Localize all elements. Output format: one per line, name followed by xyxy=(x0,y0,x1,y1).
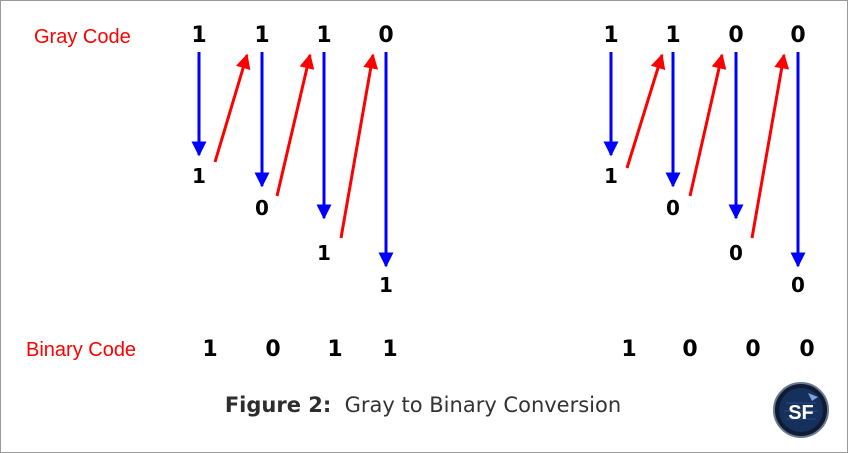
gray-bit: 1 xyxy=(254,23,269,48)
gray-bit: 1 xyxy=(316,23,331,48)
result-bit: 1 xyxy=(327,337,342,362)
result-bit: 0 xyxy=(799,337,814,362)
figure-caption: Figure 2: Gray to Binary Conversion xyxy=(0,393,846,417)
binary-bit: 0 xyxy=(255,196,269,220)
binary-bit: 0 xyxy=(666,196,680,220)
result-bit: 1 xyxy=(621,337,636,362)
result-bit: 1 xyxy=(202,337,217,362)
binary-code-label: Binary Code xyxy=(26,339,136,361)
binary-bit: 1 xyxy=(192,164,206,188)
up-arrow xyxy=(750,53,790,239)
binary-bit: 0 xyxy=(791,273,805,297)
logo-text: SF xyxy=(788,402,814,424)
up-arrow xyxy=(213,53,251,163)
result-bit: 0 xyxy=(745,337,760,362)
result-bit: 1 xyxy=(382,337,397,362)
result-bit: 0 xyxy=(265,337,280,362)
up-arrow xyxy=(275,53,315,197)
gray-bit: 0 xyxy=(378,23,393,48)
figure-title: Gray to Binary Conversion xyxy=(344,393,622,417)
binary-bit: 1 xyxy=(317,241,331,265)
figure-number: Figure 2: xyxy=(224,393,332,417)
up-arrow xyxy=(625,53,666,169)
binary-bit: 1 xyxy=(604,164,618,188)
up-arrow xyxy=(339,53,379,239)
gray-bit: 1 xyxy=(603,23,618,48)
gray-code-label: Gray Code xyxy=(34,26,131,48)
gray-bit: 0 xyxy=(790,23,805,48)
gray-bit: 0 xyxy=(728,23,743,48)
result-bit: 0 xyxy=(682,337,697,362)
example-2: 1 1 0 0 1 0 0 0 1 0 0 0 xyxy=(603,23,814,362)
gray-bit: 1 xyxy=(665,23,680,48)
up-arrow xyxy=(688,53,727,197)
sf-logo: SF xyxy=(773,382,829,438)
binary-bit: 0 xyxy=(729,241,743,265)
gray-bit: 1 xyxy=(191,23,206,48)
example-1: 1 1 1 0 1 0 1 1 1 0 1 1 xyxy=(191,23,397,362)
binary-bit: 1 xyxy=(379,273,393,297)
